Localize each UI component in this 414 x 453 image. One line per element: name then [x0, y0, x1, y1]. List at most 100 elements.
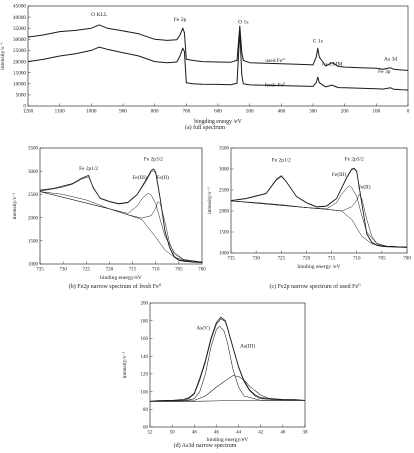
- chart-d-series-envelope: [150, 318, 305, 402]
- chart-b-x-tick-label: 715: [129, 268, 137, 273]
- chart-c-y-tick-label: 3000: [219, 168, 230, 173]
- chart-a-y-tick-label: 0: [23, 104, 26, 110]
- chart-d-x-tick-label: 42: [258, 431, 264, 436]
- chart-c-series-fe-ii: [230, 193, 408, 248]
- chart-a-annotation-o-kll: O KLL: [91, 12, 108, 18]
- chart-b-x-tick-label: 720: [106, 268, 114, 273]
- chart-b-y-axis-label: intensity/s⁻¹: [12, 192, 18, 219]
- chart-b-series-raw: [39, 168, 203, 263]
- chart-b-y-tick-label: 2000: [28, 216, 39, 221]
- caption-b: (b) Fe2p narrow spectrum of fresh Fe⁰: [68, 284, 162, 290]
- chart-b-annotation-fe-2p1-2: Fe 2p1/2: [79, 166, 98, 172]
- chart-b-x-tick-label: 725: [83, 268, 91, 273]
- chart-d-y-tick-label: 140: [141, 355, 149, 360]
- chart-b-annotation-fe-iii: Fe(III): [132, 174, 147, 181]
- chart-a-series-fresh-fe: [27, 31, 409, 91]
- chart-d-y-tick-label: 80: [143, 408, 149, 413]
- chart-a-x-tick-label: 1200: [23, 109, 34, 115]
- chart-a-annotation-o-1s: O 1s: [238, 19, 248, 25]
- chart-a: 1200 1100 1000 900 800 700 600 500 400 300 200 100 0…: [0, 4, 410, 125]
- chart-a-x-tick-label: 0: [407, 109, 410, 115]
- chart-a-y-axis-label: intensity/s⁻¹: [0, 42, 6, 70]
- chart-b: 735 730 725 720 715 710 705 700 1000 1500 2000 2500…: [12, 147, 206, 281]
- chart-c-y-tick-label: 3500: [219, 147, 230, 152]
- chart-a-annotation-as-lmm: As LMM: [322, 62, 343, 68]
- chart-d-x-tick-label: 44: [236, 431, 242, 436]
- chart-b-x-tick-label: 730: [59, 268, 67, 273]
- chart-d-series-raw: [149, 316, 306, 402]
- chart-b-series-fe-iii: [39, 191, 203, 263]
- chart-c-annotation-fe-iii: Fe(III): [332, 171, 347, 178]
- chart-a-x-tick-label: 900: [119, 109, 127, 115]
- chart-c-x-axis-label: binding energy /eV: [297, 264, 340, 270]
- chart-d-y-axis-label: intensity/s⁻¹: [122, 351, 128, 378]
- chart-c-x-tick-label: 715: [328, 257, 336, 262]
- chart-a-x-tick-label: 600: [214, 109, 222, 115]
- chart-a-x-tick-label: 200: [341, 109, 349, 115]
- chart-a-y-tick-label: 15000: [13, 70, 26, 76]
- chart-b-x-tick-label: 705: [175, 268, 183, 273]
- chart-b-x-tick-label: 700: [198, 268, 206, 273]
- caption-a: (a) full spectrum: [185, 125, 225, 131]
- chart-b-y-tick-label: 3500: [28, 147, 39, 152]
- chart-d-y-tick-label: 200: [141, 302, 149, 307]
- chart-c-x-tick-label: 720: [303, 257, 311, 262]
- chart-c-series-envelope: [230, 168, 408, 248]
- caption-c: (c) Fe2p narrow spectrum of used Fe⁰: [269, 284, 361, 290]
- chart-d-x-tick-label: 40: [280, 431, 286, 436]
- chart-d-series-as-v: [150, 325, 305, 402]
- chart-a-x-tick-label: 800: [151, 109, 159, 115]
- chart-d: 52 50 48 46 44 42 40 38 60 80 100 120 140 160 180 200 bi…: [122, 302, 309, 443]
- chart-c-series-background: [230, 200, 408, 248]
- chart-a-y-tick-label: 30000: [13, 37, 26, 43]
- chart-b-y-tick-label: 2500: [28, 193, 39, 198]
- chart-c-y-tick-label: 2500: [219, 189, 230, 194]
- chart-a-series-used-fe: [27, 24, 409, 71]
- chart-a-annotation-fe-2p: Fe 2p: [174, 17, 187, 23]
- chart-d-series-as-iii: [149, 375, 306, 402]
- chart-b-series-envelope: [39, 170, 203, 263]
- chart-c-series-raw: [230, 167, 408, 248]
- chart-a-y-tick-label: 40000: [13, 15, 26, 21]
- chart-d-y-tick-label: 60: [143, 426, 149, 431]
- chart-b-y-tick-label: 3000: [28, 170, 39, 175]
- chart-b-x-tick-label: 710: [152, 268, 160, 273]
- chart-a-y-tick-label: 5000: [16, 93, 27, 99]
- chart-c-y-tick-label: 2000: [219, 210, 230, 215]
- chart-c-y-tick-label: 1000: [219, 252, 230, 257]
- chart-a-y-tick-label: 10000: [13, 81, 26, 87]
- chart-c-x-tick-label: 730: [252, 257, 260, 262]
- chart-a-x-axis-label: bingding energy /eV: [194, 119, 242, 125]
- chart-c-x-tick-label: 725: [278, 257, 286, 262]
- chart-a-x-tick-label: 400: [277, 109, 285, 115]
- chart-a-annotation-fresh-fe: fresh Fe⁰: [265, 81, 286, 88]
- chart-c-x-tick-label: 710: [353, 257, 361, 262]
- chart-b-series-background: [39, 191, 203, 263]
- chart-b-annotation-fe-ii: Fe(II): [156, 174, 169, 181]
- caption-d: (d) As3d narrow spectrum: [173, 443, 237, 449]
- chart-d-x-tick-label: 38: [303, 431, 309, 436]
- chart-c-plot-frame: [230, 147, 408, 254]
- chart-b-plot-frame: [39, 147, 203, 265]
- chart-a-y-tick-label: 25000: [13, 48, 26, 54]
- chart-a-x-tick-label: 1100: [55, 109, 66, 115]
- chart-c: 735 730 725 720 715 710 705 700 1000 1500 2000 2500…: [207, 147, 411, 270]
- chart-a-annotation-fe-3p: Fe 3p: [378, 69, 391, 75]
- chart-d-x-tick-label: 48: [192, 431, 198, 436]
- chart-b-y-tick-label: 1500: [28, 240, 39, 245]
- chart-c-y-axis-label: intensity/s⁻¹: [207, 187, 213, 214]
- chart-a-y-tick-label: 20000: [13, 59, 26, 65]
- chart-d-x-tick-label: 46: [214, 431, 220, 436]
- chart-a-x-tick-label: 1000: [86, 109, 97, 115]
- chart-c-x-tick-label: 705: [378, 257, 386, 262]
- chart-d-annotation-as-iii: As(III): [240, 342, 255, 349]
- chart-d-annotation-as-v: As(V): [196, 325, 210, 332]
- chart-d-y-tick-label: 120: [141, 373, 149, 378]
- chart-d-x-tick-label: 50: [170, 431, 176, 436]
- chart-a-annotation-c-1s: C 1s: [313, 39, 323, 45]
- chart-c-annotation-fe-ii: Fe(II): [358, 184, 371, 191]
- chart-a-plot-frame: [27, 5, 409, 107]
- chart-b-y-tick-label: 1000: [28, 263, 39, 268]
- chart-a-annotation-used-fe: used Fe⁰: [265, 57, 285, 64]
- chart-a-x-tick-label: 100: [372, 109, 380, 115]
